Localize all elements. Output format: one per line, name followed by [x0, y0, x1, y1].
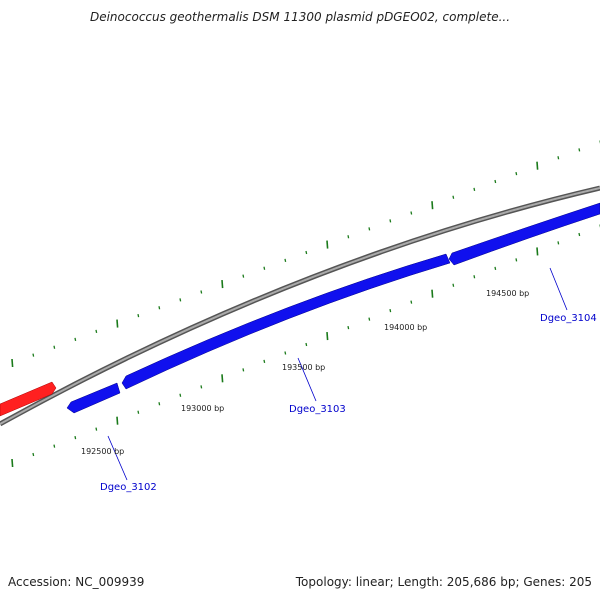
minor-tick [515, 171, 518, 176]
minor-tick [452, 283, 455, 287]
minor-tick [242, 274, 245, 278]
major-tick [536, 247, 539, 256]
minor-tick [95, 329, 98, 334]
minor-tick [494, 266, 497, 270]
bp-label-193500: 193500 bp [282, 363, 325, 372]
minor-tick [158, 306, 161, 310]
minor-tick [74, 435, 77, 440]
minor-tick [347, 235, 350, 239]
gene-dgeo-3102[interactable] [66, 382, 121, 414]
major-tick [431, 289, 434, 298]
minor-tick [389, 219, 392, 223]
minor-tick [200, 385, 203, 389]
minor-tick [494, 179, 497, 184]
bp-label-193000: 193000 bp [181, 404, 224, 413]
major-tick [11, 458, 14, 468]
gene-dgeo-3103[interactable] [121, 253, 451, 390]
leader-dgeo-3103 [297, 357, 317, 402]
minor-tick [179, 298, 182, 302]
leader-dgeo-3104 [549, 267, 568, 311]
minor-tick [284, 258, 287, 263]
major-tick [326, 331, 329, 341]
minor-tick [410, 300, 413, 304]
scale-ticks [11, 140, 600, 468]
major-tick [326, 240, 329, 249]
minor-tick [242, 368, 245, 372]
minor-tick [263, 359, 266, 364]
minor-tick [578, 232, 581, 237]
minor-tick [368, 227, 371, 231]
bp-label-194500: 194500 bp [486, 289, 529, 298]
major-tick [116, 416, 119, 425]
minor-tick [53, 345, 56, 349]
major-tick [221, 280, 224, 289]
map-title: Deinococcus geothermalis DSM 11300 plasm… [89, 10, 511, 24]
major-tick [11, 358, 14, 368]
minor-tick [557, 156, 560, 160]
minor-tick [452, 195, 455, 199]
minor-tick [305, 250, 308, 255]
minor-tick [95, 427, 98, 431]
minor-tick [305, 342, 308, 347]
minor-tick [473, 187, 476, 191]
minor-tick [32, 452, 35, 457]
minor-tick [137, 314, 140, 318]
minor-tick [389, 309, 392, 313]
bp-label-194000: 194000 bp [384, 323, 427, 332]
minor-tick [578, 148, 581, 152]
minor-tick [410, 211, 413, 215]
minor-tick [368, 317, 371, 321]
gene-label-dgeo-3104[interactable]: Dgeo_3104 [540, 313, 597, 324]
gene-label-dgeo-3103[interactable]: Dgeo_3103 [289, 404, 346, 415]
major-tick [116, 319, 119, 328]
gene-label-dgeo-3102[interactable]: Dgeo_3102 [100, 482, 157, 493]
minor-tick [200, 290, 203, 294]
minor-tick [263, 266, 266, 270]
minor-tick [347, 325, 350, 330]
gene-dgeo-3104[interactable] [448, 202, 600, 266]
minor-tick [473, 275, 476, 279]
minor-tick [515, 258, 518, 262]
minor-tick [74, 337, 77, 341]
minor-tick [284, 351, 287, 355]
leader-dgeo-3102 [107, 435, 128, 481]
minor-tick [32, 353, 35, 357]
major-tick [221, 374, 224, 383]
accession-text: Accession: NC_009939 [8, 575, 145, 589]
bp-label-192500: 192500 bp [81, 447, 124, 456]
major-tick [431, 201, 434, 210]
major-tick [536, 161, 539, 170]
minor-tick [179, 393, 182, 397]
gene-red[interactable] [0, 381, 57, 417]
minor-tick [53, 444, 56, 448]
topology-summary: Topology: linear; Length: 205,686 bp; Ge… [295, 575, 592, 589]
minor-tick [137, 410, 140, 414]
minor-tick [158, 402, 161, 406]
minor-tick [557, 241, 560, 245]
